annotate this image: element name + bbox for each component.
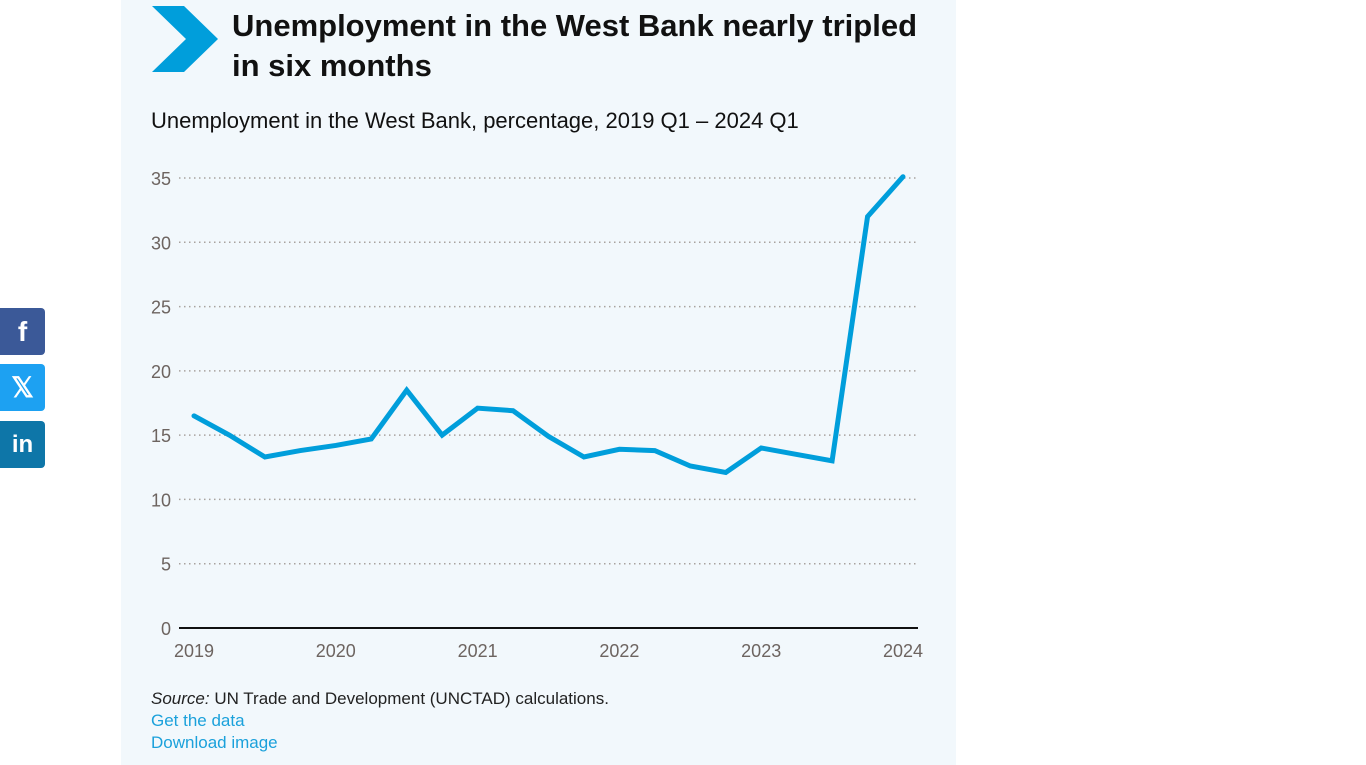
facebook-icon: f xyxy=(17,315,28,347)
y-tick-label: 10 xyxy=(151,490,171,510)
x-tick-label: 2024 xyxy=(883,641,923,661)
y-tick-label: 35 xyxy=(151,169,171,189)
linkedin-icon: in xyxy=(11,430,34,458)
x-tick-label: 2022 xyxy=(599,641,639,661)
x-tick-label: 2023 xyxy=(741,641,781,661)
source-text: UN Trade and Development (UNCTAD) calcul… xyxy=(209,689,609,708)
headline: Unemployment in the West Bank nearly tri… xyxy=(232,8,918,83)
series-line xyxy=(191,174,906,476)
y-tick-label: 30 xyxy=(151,233,171,253)
linkedin-share-button[interactable]: in xyxy=(0,421,45,468)
y-tick-label: 15 xyxy=(151,426,171,446)
x-share-button[interactable]: 𝕏 xyxy=(0,364,45,411)
y-tick-label: 0 xyxy=(161,619,171,639)
x-tick-label: 2019 xyxy=(174,641,214,661)
source-note: Source: UN Trade and Development (UNCTAD… xyxy=(151,689,609,709)
y-tick-label: 5 xyxy=(161,555,171,575)
source-label: Source: xyxy=(151,689,210,708)
facebook-share-button[interactable]: f xyxy=(0,308,45,355)
y-tick-label: 20 xyxy=(151,362,171,382)
chart-title: Unemployment in the West Bank, percentag… xyxy=(151,108,799,133)
download-image-link[interactable]: Download image xyxy=(151,733,278,752)
y-tick-label: 25 xyxy=(151,298,171,318)
get-data-link[interactable]: Get the data xyxy=(151,711,245,730)
line-chart: 0 5 10 15 20 25 30 35 2019 2020 2021 2022 2023 2024 xyxy=(151,169,923,661)
x-twitter-icon: 𝕏 xyxy=(11,372,34,403)
x-tick-label: 2020 xyxy=(316,641,356,661)
chart-card: Unemployment in the West Bank nearly tri… xyxy=(121,0,956,765)
x-tick-label: 2021 xyxy=(458,641,498,661)
chevron-icon xyxy=(152,6,218,72)
